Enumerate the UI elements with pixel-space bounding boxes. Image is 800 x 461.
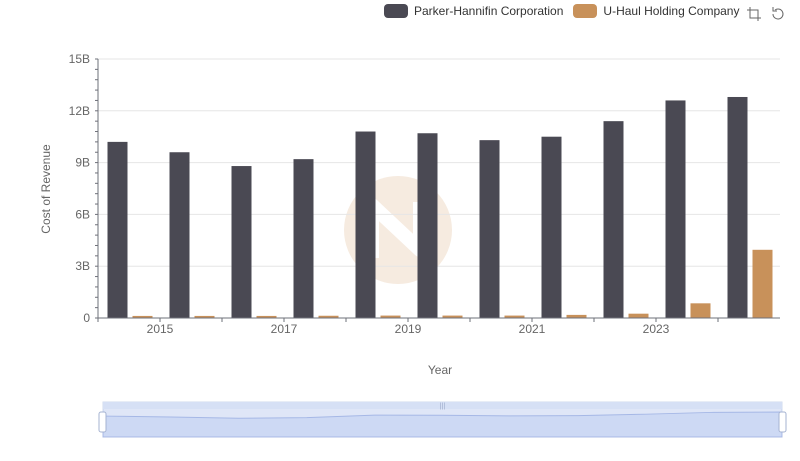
bar-parker-hannifin-2017 <box>293 159 314 318</box>
bar-u-haul-2015 <box>194 315 215 318</box>
bars <box>107 96 773 318</box>
x-tick-label: 2017 <box>271 322 298 336</box>
bar-parker-hannifin-2020 <box>479 140 500 318</box>
x-tick-label: 2015 <box>147 322 174 336</box>
legend-label-u-haul: U-Haul Holding Company <box>603 4 740 18</box>
bar-parker-hannifin-2018 <box>355 131 376 318</box>
slider-handle-left <box>98 411 107 433</box>
bar-u-haul-2020 <box>504 315 525 318</box>
bar-u-haul-2018 <box>380 315 401 318</box>
restore-icon[interactable] <box>770 6 786 22</box>
y-axis: 0 3B 6B 9B 12B 15B <box>69 52 99 325</box>
y-tick-label: 12B <box>69 104 90 118</box>
slider-handle-right <box>778 411 787 433</box>
y-tick-label: 9B <box>75 156 90 170</box>
y-tick-label: 6B <box>75 207 90 221</box>
bar-parker-hannifin-2022 <box>603 121 624 318</box>
y-tick-label: 0 <box>83 311 90 325</box>
bar-u-haul-2023 <box>690 303 711 318</box>
data-zoom-slider[interactable]: ||| <box>98 401 787 438</box>
x-tick-label: 2023 <box>643 322 670 336</box>
slider-grip: ||| <box>440 403 446 410</box>
y-tick-label: 3B <box>75 259 90 273</box>
bar-u-haul-2021 <box>566 314 587 318</box>
bar-parker-hannifin-2016 <box>231 166 252 318</box>
legend-item-u-haul[interactable]: U-Haul Holding Company <box>573 4 739 18</box>
x-axis-title: Year <box>428 363 452 377</box>
x-tick-label: 2019 <box>395 322 422 336</box>
bar-u-haul-2014 <box>132 315 153 318</box>
x-axis: 2015 2017 2019 2021 2023 <box>97 317 780 336</box>
legend-item-parker-hannifin[interactable]: Parker-Hannifin Corporation <box>384 4 563 18</box>
toolbox <box>746 6 786 22</box>
bar-parker-hannifin-2023 <box>665 100 686 318</box>
legend-label-parker-hannifin: Parker-Hannifin Corporation <box>414 4 564 18</box>
y-tick-label: 15B <box>69 52 90 66</box>
zoom-icon[interactable] <box>746 6 762 22</box>
bar-u-haul-2016 <box>256 315 277 318</box>
bar-parker-hannifin-2019 <box>417 133 438 318</box>
bar-parker-hannifin-2014 <box>107 141 128 318</box>
slider-overview-area <box>102 411 783 438</box>
bar-parker-hannifin-2024 <box>727 96 748 318</box>
y-axis-title: Cost of Revenue <box>39 144 53 234</box>
bar-parker-hannifin-2021 <box>541 136 562 318</box>
bar-parker-hannifin-2015 <box>169 152 190 318</box>
legend: Parker-Hannifin Corporation U-Haul Holdi… <box>384 4 749 18</box>
legend-swatch-parker-hannifin <box>384 4 408 18</box>
bar-u-haul-2022 <box>628 313 649 318</box>
bar-u-haul-2017 <box>318 315 339 318</box>
slider-move-bar <box>103 402 782 409</box>
legend-swatch-u-haul <box>573 4 598 18</box>
x-tick-label: 2021 <box>519 322 546 336</box>
bar-u-haul-2019 <box>442 315 463 318</box>
bar-u-haul-2024 <box>752 249 773 318</box>
